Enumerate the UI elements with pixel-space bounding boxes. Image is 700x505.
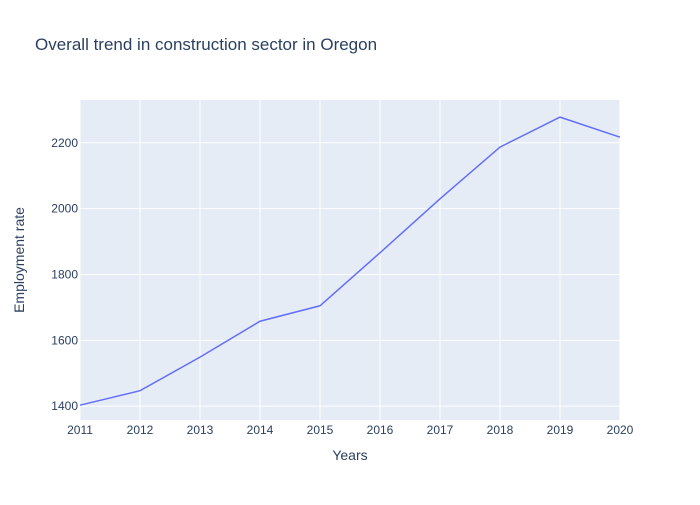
chart-title: Overall trend in construction sector in … [35,35,377,54]
gridlines [79,100,621,420]
x-tick-label: 2012 [127,423,154,437]
y-tick-label: 1400 [51,399,78,413]
x-tick-label: 2013 [187,423,214,437]
x-tick-label: 2011 [67,423,93,437]
plot-area [80,100,620,420]
x-tick-label: 2020 [607,423,634,437]
x-tick-label: 2016 [367,423,394,437]
x-tick-label: 2015 [307,423,334,437]
series-line [79,116,621,406]
x-tick-label: 2019 [547,423,574,437]
y-tick-label: 2000 [51,202,78,216]
x-tick-label: 2018 [487,423,514,437]
y-axis-ticks: 1400 1600 1800 2000 2200 [51,136,78,413]
x-axis-ticks: 2011 2012 2013 2014 2015 2016 2017 2018 2019 2020 [67,423,634,437]
y-tick-label: 1800 [51,267,78,281]
y-tick-label: 2200 [51,136,78,150]
x-tick-label: 2017 [427,423,454,437]
x-axis-title: Years [332,447,367,463]
x-tick-label: 2014 [247,423,274,437]
y-tick-label: 1600 [51,333,78,347]
y-axis-title: Employment rate [11,207,27,313]
